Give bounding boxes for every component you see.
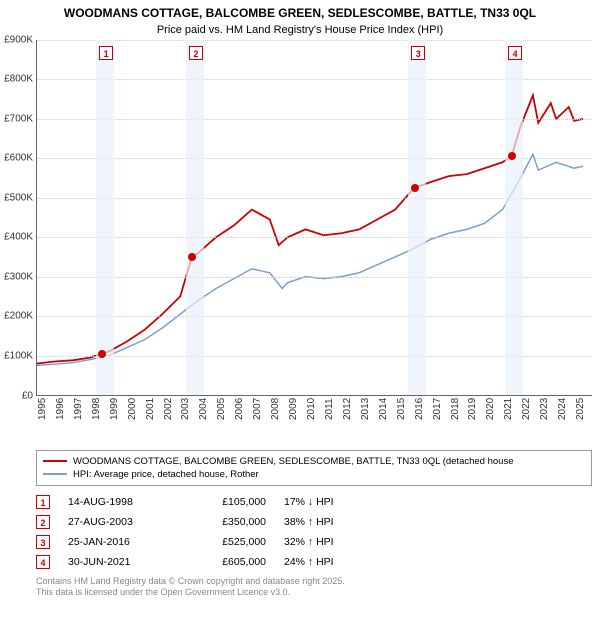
series-line xyxy=(37,95,583,363)
sale-row: 4 30-JUN-2021 £605,000 24% ↑ HPI xyxy=(36,552,592,572)
x-axis-tick: 1997 xyxy=(73,397,84,419)
band-marker: 2 xyxy=(189,46,203,60)
sale-row: 1 14-AUG-1998 £105,000 17% ↓ HPI xyxy=(36,492,592,512)
band-marker: 4 xyxy=(508,46,522,60)
y-axis-tick: £800K xyxy=(0,74,33,85)
x-axis-tick: 2006 xyxy=(234,397,245,419)
x-axis-tick: 2008 xyxy=(270,397,281,419)
highlight-band xyxy=(505,40,523,395)
band-marker: 1 xyxy=(99,46,113,60)
x-axis-tick: 2011 xyxy=(324,398,335,420)
sale-pct: 32% ↑ HPI xyxy=(284,536,374,548)
chart-subtitle: Price paid vs. HM Land Registry's House … xyxy=(0,24,600,40)
sale-row: 3 25-JAN-2016 £525,000 32% ↑ HPI xyxy=(36,532,592,552)
sale-number-box: 3 xyxy=(36,535,50,549)
sale-price: £605,000 xyxy=(186,556,266,568)
x-axis-tick: 2023 xyxy=(539,397,550,419)
legend-item: WOODMANS COTTAGE, BALCOMBE GREEN, SEDLES… xyxy=(43,455,585,468)
x-axis-tick: 2013 xyxy=(360,397,371,419)
sale-date: 14-AUG-1998 xyxy=(68,496,168,508)
x-axis-tick: 2003 xyxy=(180,397,191,419)
x-axis-tick: 2000 xyxy=(127,397,138,419)
x-axis-tick: 2017 xyxy=(432,397,443,419)
x-axis-tick: 2020 xyxy=(485,397,496,419)
y-axis-tick: £900K xyxy=(0,34,33,45)
legend-label: HPI: Average price, detached house, Roth… xyxy=(73,469,259,480)
legend: WOODMANS COTTAGE, BALCOMBE GREEN, SEDLES… xyxy=(36,450,592,486)
x-axis-tick: 2001 xyxy=(145,397,156,419)
x-axis-tick: 1999 xyxy=(109,397,120,419)
sale-point-marker xyxy=(411,184,419,192)
sale-row: 2 27-AUG-2003 £350,000 38% ↑ HPI xyxy=(36,512,592,532)
legend-item: HPI: Average price, detached house, Roth… xyxy=(43,468,585,481)
x-axis-tick: 2015 xyxy=(396,397,407,419)
y-axis-tick: £200K xyxy=(0,311,33,322)
sale-price: £105,000 xyxy=(186,496,266,508)
highlight-band xyxy=(186,40,204,395)
x-axis-tick: 2007 xyxy=(252,397,263,419)
highlight-band xyxy=(96,40,114,395)
y-axis-tick: £300K xyxy=(0,271,33,282)
footer-line-1: Contains HM Land Registry data © Crown c… xyxy=(36,576,592,588)
footer-attribution: Contains HM Land Registry data © Crown c… xyxy=(36,576,592,599)
sale-date: 25-JAN-2016 xyxy=(68,536,168,548)
legend-label: WOODMANS COTTAGE, BALCOMBE GREEN, SEDLES… xyxy=(73,456,513,467)
series-line xyxy=(37,154,583,365)
x-axis-tick: 2022 xyxy=(521,397,532,419)
x-axis-tick: 2024 xyxy=(557,397,568,419)
x-axis-tick: 2010 xyxy=(306,397,317,419)
y-axis-tick: £100K xyxy=(0,351,33,362)
sale-point-marker xyxy=(98,350,106,358)
x-axis-tick: 2019 xyxy=(467,397,478,419)
y-axis-tick: £700K xyxy=(0,113,33,124)
y-axis-tick: £500K xyxy=(0,192,33,203)
x-axis-tick: 2021 xyxy=(503,397,514,419)
y-axis-tick: £0 xyxy=(0,390,33,401)
sale-pct: 17% ↓ HPI xyxy=(284,496,374,508)
chart-title: WOODMANS COTTAGE, BALCOMBE GREEN, SEDLES… xyxy=(0,0,600,24)
sale-price: £525,000 xyxy=(186,536,266,548)
sale-number-box: 2 xyxy=(36,515,50,529)
x-axis-tick: 1998 xyxy=(91,397,102,419)
footer-line-2: This data is licensed under the Open Gov… xyxy=(36,587,592,599)
x-axis-tick: 2004 xyxy=(198,397,209,419)
x-axis-tick: 2016 xyxy=(414,397,425,419)
x-axis-tick: 1995 xyxy=(37,397,48,419)
sale-number-box: 4 xyxy=(36,555,50,569)
x-axis-tick: 2005 xyxy=(216,397,227,419)
y-axis-tick: £600K xyxy=(0,153,33,164)
sale-price: £350,000 xyxy=(186,516,266,528)
x-axis-tick: 2018 xyxy=(450,397,461,419)
legend-swatch xyxy=(43,460,67,462)
x-axis-tick: 1996 xyxy=(55,397,66,419)
chart-area: £0£100K£200K£300K£400K£500K£600K£700K£80… xyxy=(36,40,592,420)
x-axis-tick: 2025 xyxy=(575,397,586,419)
sale-number-box: 1 xyxy=(36,495,50,509)
x-axis-tick: 2009 xyxy=(288,397,299,419)
x-axis-tick: 2014 xyxy=(378,397,389,419)
band-marker: 3 xyxy=(411,46,425,60)
x-axis-tick: 2002 xyxy=(163,397,174,419)
legend-swatch xyxy=(43,473,67,475)
sale-point-marker xyxy=(508,152,516,160)
sale-pct: 38% ↑ HPI xyxy=(284,516,374,528)
sales-table: 1 14-AUG-1998 £105,000 17% ↓ HPI 2 27-AUG-200… xyxy=(36,492,592,572)
highlight-band xyxy=(408,40,426,395)
sale-date: 27-AUG-2003 xyxy=(68,516,168,528)
sale-date: 30-JUN-2021 xyxy=(68,556,168,568)
y-axis-tick: £400K xyxy=(0,232,33,243)
plot-area: £0£100K£200K£300K£400K£500K£600K£700K£80… xyxy=(36,40,592,396)
sale-pct: 24% ↑ HPI xyxy=(284,556,374,568)
sale-point-marker xyxy=(188,253,196,261)
x-axis-tick: 2012 xyxy=(342,397,353,419)
